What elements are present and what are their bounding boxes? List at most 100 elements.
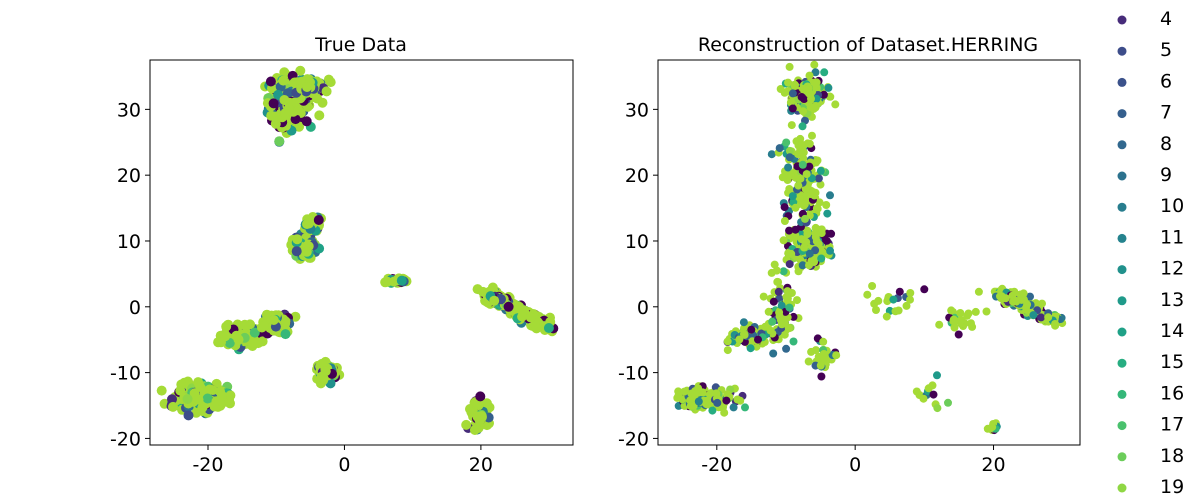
scatter-point — [221, 321, 232, 332]
scatter-point — [811, 223, 820, 232]
scatter-point — [805, 71, 814, 80]
legend-label: 9 — [1160, 164, 1172, 186]
scatter-point — [814, 174, 823, 183]
legend-marker — [1117, 358, 1127, 368]
scatter-point — [769, 349, 778, 358]
scatter-point — [820, 68, 829, 77]
scatter-point — [1038, 299, 1046, 308]
x-tick-label: -20 — [701, 454, 732, 476]
scatter-point — [764, 307, 773, 316]
x-tick-label: -20 — [192, 454, 223, 476]
scatter-point — [291, 246, 302, 257]
scatter-point — [759, 292, 768, 301]
scatter-point — [957, 316, 966, 324]
legend-marker — [1117, 109, 1127, 119]
scatter-point — [789, 337, 798, 346]
scatter-point — [382, 276, 393, 287]
scatter-point — [769, 297, 778, 306]
scatter-point — [791, 231, 800, 240]
scatter-point — [1019, 289, 1028, 298]
axis-ticks: -20 0 20 -20 -10 0 10 20 30 — [618, 99, 1006, 476]
scatter-point — [290, 311, 301, 322]
scatter-point — [812, 237, 821, 246]
scatter-point — [954, 330, 963, 339]
legend-label: 6 — [1160, 70, 1172, 92]
scatter-point — [674, 387, 683, 396]
scatter-point — [772, 266, 781, 275]
scatter-point — [1023, 300, 1032, 309]
scatter-point — [747, 325, 756, 334]
scatter-point — [220, 331, 231, 342]
y-tick-label: -20 — [618, 428, 649, 450]
y-tick-label: 20 — [625, 165, 649, 187]
scatter-point — [713, 398, 722, 407]
scatter-point — [787, 121, 796, 130]
scatter-point — [175, 385, 186, 396]
scatter-point — [774, 287, 783, 296]
scatter-point — [801, 184, 810, 193]
legend-marker — [1117, 327, 1127, 337]
scatter-point — [906, 295, 914, 304]
scatter-point — [1008, 291, 1017, 300]
scatter-point — [805, 249, 814, 258]
scatter-point — [800, 243, 808, 252]
y-tick-label: 20 — [117, 165, 141, 187]
scatter-point — [798, 160, 807, 169]
scatter-point — [793, 296, 801, 305]
axis-ticks: -20 0 20 -20 -10 0 10 20 30 — [110, 99, 493, 476]
scatter-point — [824, 83, 833, 92]
scatter-point — [782, 138, 791, 147]
scatter-point — [481, 398, 492, 409]
scatter-point — [785, 62, 794, 71]
scatter-point — [767, 150, 776, 159]
scatter-point — [823, 209, 832, 218]
scatter-point — [754, 335, 762, 344]
scatter-point — [982, 307, 991, 316]
scatter-point — [694, 397, 703, 406]
scatter-points — [156, 65, 559, 435]
legend-label: 18 — [1160, 445, 1184, 467]
scatter-point — [947, 306, 956, 315]
scatter-point — [813, 156, 822, 165]
scatter-point — [933, 404, 942, 413]
scatter-point — [799, 201, 808, 210]
scatter-point — [321, 86, 332, 97]
scatter-point — [971, 307, 980, 316]
y-tick-label: -20 — [110, 428, 141, 450]
scatter-point — [788, 104, 797, 113]
scatter-point — [819, 353, 828, 362]
scatter-point — [733, 395, 742, 404]
scatter-point — [292, 234, 303, 245]
scatter-point — [525, 312, 536, 323]
scatter-point — [1012, 297, 1021, 306]
scatter-point — [729, 403, 738, 412]
scatter-point — [902, 301, 911, 310]
scatter-point — [784, 78, 792, 87]
scatter-point — [826, 246, 834, 255]
scatter-point — [785, 260, 794, 269]
scatter-point — [956, 309, 965, 317]
scatter-point — [746, 344, 755, 353]
legend-marker — [1117, 296, 1127, 306]
scatter-point — [798, 261, 807, 270]
scatter-point — [933, 371, 941, 380]
legend: 4 5 6 7 8 9 10 11 12 13 14 15 16 17 18 19 — [1117, 8, 1184, 498]
scatter-point — [792, 173, 801, 182]
scatter-point — [928, 381, 937, 390]
legend-label: 15 — [1160, 351, 1184, 373]
scatter-point — [204, 384, 215, 395]
scatter-point — [868, 282, 877, 290]
scatter-point — [182, 394, 193, 404]
scatter-point — [472, 411, 483, 422]
scatter-point — [831, 100, 840, 109]
legend-label: 4 — [1160, 8, 1172, 30]
scatter-point — [974, 287, 983, 296]
y-tick-label: -10 — [110, 363, 141, 385]
scatter-point — [777, 301, 786, 310]
scatter-point — [929, 390, 938, 399]
y-tick-label: 30 — [625, 99, 649, 121]
scatter-point — [783, 287, 792, 296]
scatter-point — [469, 425, 480, 435]
scatter-point — [779, 236, 788, 245]
